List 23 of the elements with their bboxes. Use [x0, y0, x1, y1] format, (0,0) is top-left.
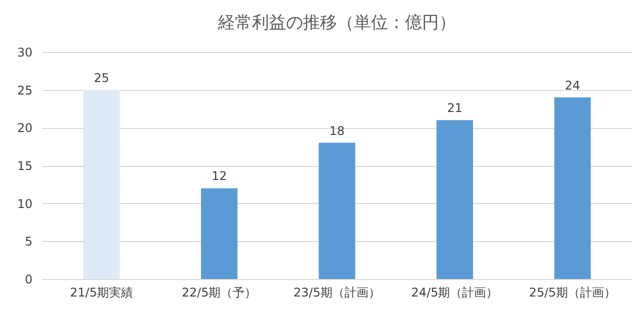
bar	[436, 120, 474, 279]
y-tick-label: 20	[17, 121, 32, 136]
x-tick-label: 22/5期（予）	[182, 286, 257, 300]
y-tick-label: 30	[17, 46, 32, 60]
y-tick-label: 0	[24, 272, 32, 286]
y-tick-label: 25	[17, 83, 32, 98]
data-label: 25	[94, 70, 110, 85]
bar	[83, 90, 120, 279]
bar	[200, 188, 238, 279]
bar	[554, 97, 591, 279]
data-label: 21	[447, 101, 462, 116]
bar	[318, 142, 356, 279]
data-label: 24	[564, 78, 580, 92]
x-tick-label: 23/5期（計画）	[294, 286, 380, 300]
data-label: 12	[212, 169, 227, 184]
x-tick-label: 25/5期（計画）	[529, 286, 616, 300]
x-tick-label: 24/5期（計画）	[411, 286, 498, 300]
y-tick-label: 15	[17, 159, 32, 173]
chart-title: 経常利益の推移（単位：億円）	[217, 13, 456, 33]
y-tick-label: 10	[17, 196, 32, 211]
data-label: 18	[329, 124, 345, 138]
y-tick-label: 5	[24, 234, 32, 249]
x-tick-label: 21/5期実績	[70, 286, 133, 300]
